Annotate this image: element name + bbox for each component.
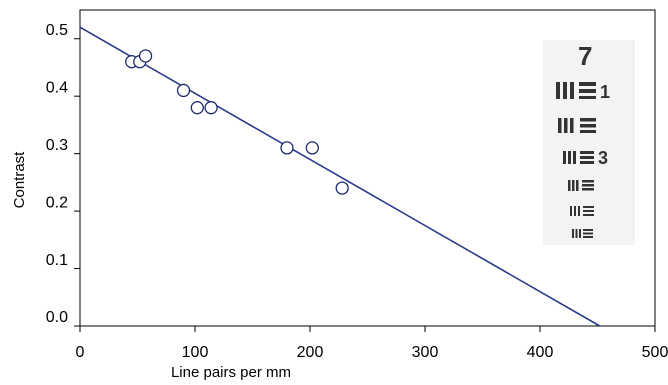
inset-label: 7: [578, 41, 592, 71]
inset-bars: [556, 82, 596, 238]
y-tick-label: 0.1: [46, 252, 68, 269]
x-tick-label: 500: [642, 344, 668, 361]
x-tick-label: 0: [76, 344, 85, 361]
x-tick-label: 400: [527, 344, 554, 361]
y-tick-label: 0.4: [46, 79, 68, 96]
y-tick-label: 0.5: [46, 22, 68, 39]
data-point: [204, 101, 218, 115]
data-point: [138, 49, 153, 63]
data-point: [335, 181, 349, 195]
data-point: [176, 83, 191, 98]
fit-line: [79, 26, 601, 327]
x-tick-label: 200: [297, 344, 324, 361]
data-point: [280, 141, 294, 155]
plot-frame: [79, 9, 656, 327]
inset-label: 1: [600, 82, 610, 102]
inset-label: 3: [598, 148, 608, 168]
y-axis-label: Contrast: [11, 151, 28, 209]
y-tick-label: 0.2: [46, 194, 68, 211]
resolution-target-image: 7 1 3: [543, 40, 635, 245]
x-axis-label: Line pairs per mm: [171, 364, 291, 381]
x-tick-label: 100: [182, 344, 209, 361]
x-tick-label: 300: [412, 344, 439, 361]
y-tick-label: 0.3: [46, 137, 68, 154]
data-point: [305, 141, 319, 155]
data-point: [190, 101, 204, 115]
y-tick-label: 0.0: [46, 309, 68, 326]
